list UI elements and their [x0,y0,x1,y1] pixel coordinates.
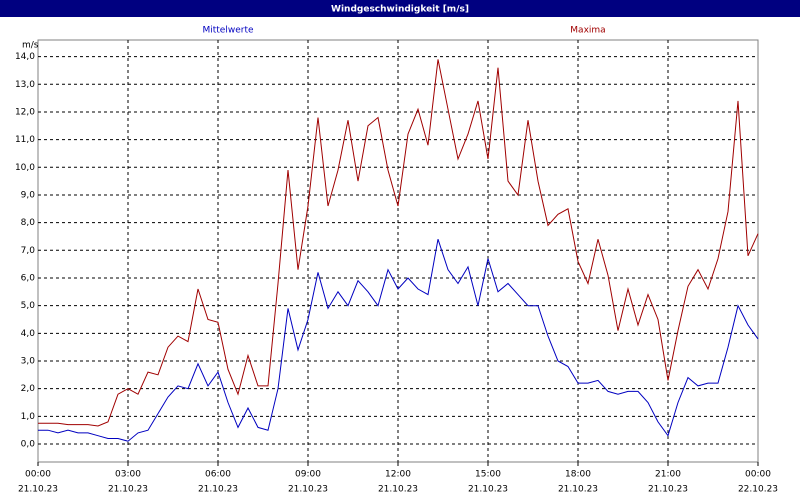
y-tick-label: 14,0 [15,52,35,62]
y-tick-label: 8,0 [21,218,36,228]
y-tick-label: 9,0 [21,190,36,200]
y-tick-label: 5,0 [21,301,36,311]
y-tick-label: 2,0 [21,384,36,394]
y-tick-label: 4,0 [21,329,36,339]
series-line [38,59,759,427]
x-tick-date: 21.10.23 [648,485,688,495]
x-tick-date: 21.10.23 [378,485,418,495]
y-tick-label: 3,0 [21,356,36,366]
legend-label: Maxima [570,26,605,36]
x-tick-date: 21.10.23 [108,485,148,495]
x-tick-label: 21:00 [655,470,681,480]
x-tick-date: 21.10.23 [468,485,508,495]
title-bar [0,0,800,17]
x-tick-date: 21.10.23 [558,485,598,495]
y-tick-label: 1,0 [21,412,36,422]
x-tick-label: 00:00 [745,470,771,480]
y-tick-label: 0,0 [21,440,36,450]
y-tick-label: 10,0 [15,163,35,173]
y-tick-label: 6,0 [21,273,36,283]
y-tick-label: 7,0 [21,246,36,256]
x-tick-date: 22.10.23 [738,485,778,495]
series-line [38,239,759,442]
legend-label: Mittelwerte [202,26,253,36]
x-tick-label: 15:00 [475,470,501,480]
x-tick-label: 03:00 [115,470,141,480]
y-tick-label: 13,0 [15,80,35,90]
x-tick-label: 18:00 [565,470,591,480]
x-tick-label: 06:00 [205,470,231,480]
x-tick-label: 00:00 [25,470,51,480]
x-tick-label: 09:00 [295,470,321,480]
x-tick-date: 21.10.23 [198,485,238,495]
x-tick-label: 12:00 [385,470,411,480]
y-tick-label: 11,0 [15,135,35,145]
y-tick-label: 12,0 [15,107,35,117]
chart-title: Windgeschwindigkeit [m/s] [331,5,469,15]
y-unit: m/s [22,41,39,51]
x-tick-date: 21.10.23 [288,485,328,495]
x-tick-date: 21.10.23 [18,485,58,495]
